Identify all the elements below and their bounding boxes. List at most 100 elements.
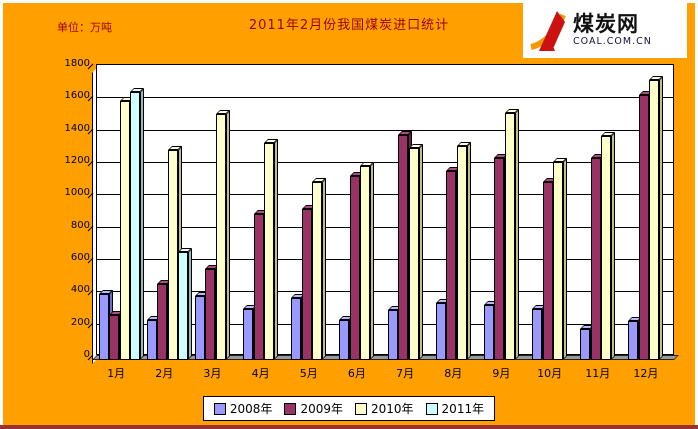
x-axis-label: 1月 xyxy=(107,367,126,380)
bar-2009年-3月 xyxy=(205,269,215,360)
bar-2011年-1月 xyxy=(130,92,140,360)
bar-2010年-7月 xyxy=(409,148,419,360)
gridline xyxy=(97,97,673,99)
legend-swatch xyxy=(355,402,367,415)
y-axis-label: 1200 xyxy=(64,155,90,166)
x-axis-label: 8月 xyxy=(444,367,463,380)
bar-2009年-7月 xyxy=(398,135,408,360)
gridline xyxy=(97,323,673,325)
bar-2009年-1月 xyxy=(109,315,119,360)
bar-2008年-1月 xyxy=(99,294,109,360)
coal-logo-icon xyxy=(530,10,566,51)
bar-2009年-8月 xyxy=(446,171,456,360)
bar-2010年-3月 xyxy=(216,114,226,360)
legend-item-2011年: 2011年 xyxy=(425,400,485,417)
x-axis-label: 7月 xyxy=(396,367,415,380)
legend: 2008年 2009年 2010年 2011年 xyxy=(3,396,695,421)
bar-side-2010年 xyxy=(226,110,230,360)
unit-label: 单位：万吨 xyxy=(57,21,112,34)
bar-2010年-9月 xyxy=(505,113,515,360)
logo-domain: COAL.COM.CN xyxy=(573,36,652,48)
bar-side-2011年 xyxy=(188,248,192,360)
bar-2008年-9月 xyxy=(484,305,494,360)
bar-side-2010年 xyxy=(467,142,471,360)
gridline xyxy=(97,226,673,228)
bar-2010年-12月 xyxy=(649,80,659,360)
bar-2010年-2月 xyxy=(168,150,178,360)
bar-side-2010年 xyxy=(659,76,663,360)
bar-2010年-8月 xyxy=(457,146,467,360)
legend-label: 2011年 xyxy=(441,402,485,416)
gridline xyxy=(97,162,673,163)
gridline xyxy=(97,259,673,260)
legend-swatch xyxy=(213,402,226,415)
bar-side-2010年 xyxy=(515,109,519,360)
x-axis-label: 2月 xyxy=(155,367,174,380)
logo-name: 煤炭网 xyxy=(573,12,639,37)
y-axis-label: 600 xyxy=(70,252,90,263)
bar-2008年-2月 xyxy=(147,320,157,360)
chart-canvas: 单位：万吨 2011年2月份我国煤炭进口统计 煤炭网 COAL.COM.CN 0… xyxy=(3,3,695,425)
gridline xyxy=(97,194,673,196)
x-axis-label: 6月 xyxy=(347,367,366,380)
bar-2008年-10月 xyxy=(532,309,542,360)
legend-swatch xyxy=(425,402,438,415)
y-axis-label: 1800 xyxy=(64,58,90,69)
bar-2008年-7月 xyxy=(388,310,398,360)
bar-2009年-9月 xyxy=(494,158,504,360)
bar-2011年-2月 xyxy=(178,252,188,360)
bar-side-2010年 xyxy=(611,132,615,360)
gridline xyxy=(97,129,673,131)
y-axis-label: 400 xyxy=(70,284,90,296)
legend-item-2008年: 2008年 xyxy=(213,400,273,417)
bar-2009年-12月 xyxy=(639,95,649,360)
y-axis-label: 1400 xyxy=(64,122,90,134)
plot-back-wall xyxy=(96,64,674,355)
x-axis-label: 4月 xyxy=(251,367,270,380)
bar-2008年-11月 xyxy=(580,329,590,360)
bar-side-2011年 xyxy=(140,88,144,360)
y-axis-label: 1600 xyxy=(64,90,90,102)
bar-side-2010年 xyxy=(370,162,374,360)
bar-2009年-5月 xyxy=(302,209,312,360)
bar-2009年-4月 xyxy=(254,214,264,360)
legend-item-2009年: 2009年 xyxy=(284,400,343,417)
bar-2009年-11月 xyxy=(591,158,601,360)
bar-2008年-6月 xyxy=(339,320,349,360)
x-axis-label: 5月 xyxy=(299,367,318,380)
bar-side-2010年 xyxy=(274,139,278,360)
legend-label: 2008年 xyxy=(229,402,273,416)
bar-2008年-4月 xyxy=(243,309,253,360)
site-logo: 煤炭网 COAL.COM.CN xyxy=(523,3,687,58)
y-axis-label: 200 xyxy=(70,316,90,328)
bar-2009年-10月 xyxy=(543,182,553,360)
gridline xyxy=(97,291,673,293)
bar-2008年-3月 xyxy=(195,296,205,360)
x-axis-label: 10月 xyxy=(537,367,563,380)
bar-side-2010年 xyxy=(563,158,567,360)
bar-2008年-8月 xyxy=(436,303,446,360)
bar-2010年-1月 xyxy=(120,101,130,360)
y-axis-label: 0 xyxy=(83,349,90,360)
bar-2009年-2月 xyxy=(157,284,167,360)
y-axis-label: 1000 xyxy=(64,187,90,199)
x-axis-label: 9月 xyxy=(492,367,511,380)
bar-side-2010年 xyxy=(419,144,423,360)
legend-label: 2009年 xyxy=(300,402,343,416)
bar-side-2010年 xyxy=(322,178,326,360)
bar-2010年-6月 xyxy=(360,166,370,360)
chart-title: 2011年2月份我国煤炭进口统计 xyxy=(248,18,450,33)
x-axis-label: 3月 xyxy=(203,367,222,380)
x-axis-label: 11月 xyxy=(585,367,611,380)
y-axis-label: 800 xyxy=(70,219,90,231)
bar-2008年-12月 xyxy=(628,321,638,360)
x-axis-label: 12月 xyxy=(633,367,659,380)
legend-item-2010年: 2010年 xyxy=(355,400,414,417)
bar-2009年-6月 xyxy=(350,176,360,360)
bar-2010年-11月 xyxy=(601,136,611,360)
legend-swatch xyxy=(284,402,297,415)
bar-2010年-5月 xyxy=(312,182,322,360)
bar-2010年-4月 xyxy=(264,143,274,360)
bottom-border-strip xyxy=(0,425,698,429)
bar-2008年-5月 xyxy=(291,298,301,360)
